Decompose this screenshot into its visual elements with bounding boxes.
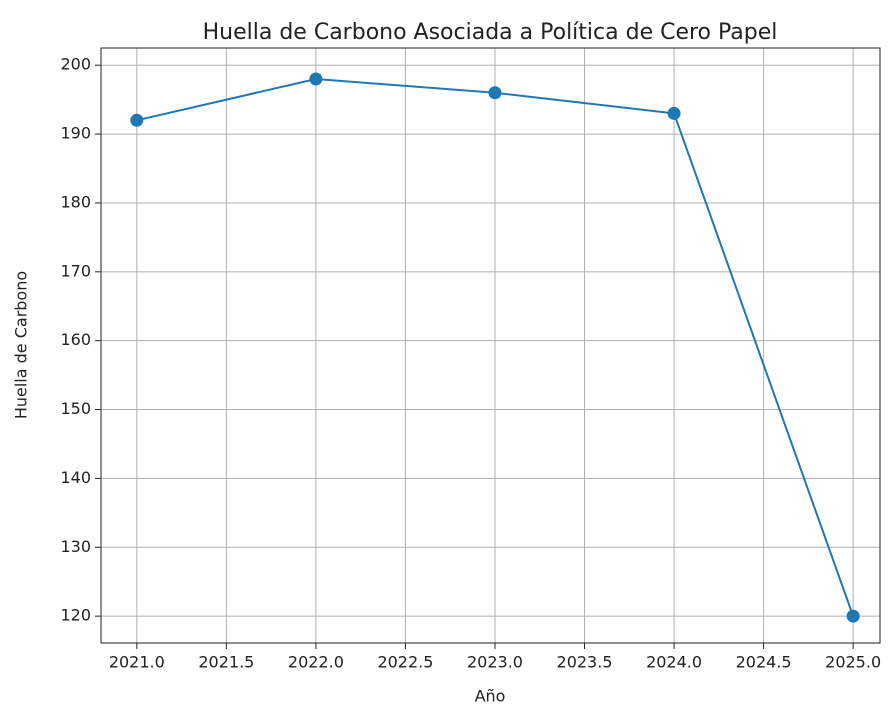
x-tick-label: 2025.0: [825, 653, 881, 672]
x-tick-label: 2023.0: [467, 653, 523, 672]
point: [309, 72, 323, 86]
x-tick-label: 2021.0: [109, 653, 165, 672]
point: [846, 609, 860, 623]
y-tick-label: 190: [60, 124, 91, 143]
y-tick-label: 130: [60, 537, 91, 556]
y-tick-label: 200: [60, 55, 91, 74]
plot-frame: [100, 47, 881, 644]
x-tick-label: 2023.5: [557, 653, 613, 672]
y-tick-label: 140: [60, 468, 91, 487]
chart-title: Huella de Carbono Asociada a Política de…: [203, 20, 778, 45]
point: [130, 113, 144, 127]
y-tick-label: 170: [60, 261, 91, 280]
point: [488, 86, 502, 100]
y-tick-label: 150: [60, 399, 91, 418]
x-tick-label: 2021.5: [198, 653, 254, 672]
x-tick-label: 2024.5: [736, 653, 792, 672]
point: [667, 106, 681, 120]
y-tick-label: 180: [60, 192, 91, 211]
y-axis-label: Huella de Carbono: [12, 271, 31, 419]
y-tick-label: 120: [60, 606, 91, 625]
x-tick-label: 2024.0: [646, 653, 702, 672]
y-tick-label: 160: [60, 330, 91, 349]
x-tick-label: 2022.0: [288, 653, 344, 672]
x-tick-label: 2022.5: [377, 653, 433, 672]
x-axis-label: Año: [475, 687, 506, 706]
